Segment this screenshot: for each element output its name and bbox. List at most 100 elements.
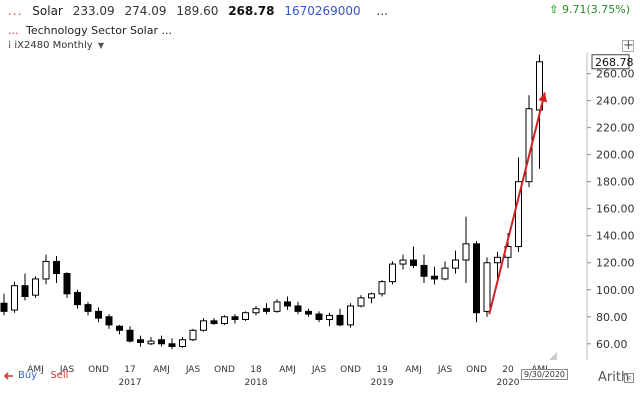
- candle: [420, 254, 428, 283]
- annotation-layer: [488, 92, 557, 360]
- month-label: AMJ: [405, 365, 422, 375]
- sector-line: ... Technology Sector Solar ...: [8, 24, 172, 37]
- candle: [515, 157, 522, 252]
- price-axis: 60.00 80.00 100.00 120.00 140.00 160.00 180.00…: [587, 54, 635, 351]
- candle-body-down: [74, 291, 81, 306]
- candle: [252, 305, 260, 316]
- candle-body-up: [11, 285, 18, 311]
- candle: [231, 314, 239, 324]
- sector-label[interactable]: Technology Sector Solar ...: [26, 24, 172, 37]
- chevron-down-icon[interactable]: ▼: [97, 41, 105, 50]
- candle: [32, 276, 39, 298]
- buy-button[interactable]: Buy: [18, 370, 38, 381]
- candle-body-down: [284, 301, 291, 307]
- cursor-date-label: 9/30/2020: [521, 369, 569, 380]
- year-label: 2020: [497, 378, 520, 388]
- candle: [63, 272, 71, 298]
- candle-body-down: [336, 314, 344, 326]
- candle-body-up: [441, 267, 449, 280]
- trade-buttons: Buy Sell: [4, 370, 68, 381]
- candle: [263, 303, 270, 315]
- candle-body-down: [431, 275, 438, 280]
- candle-body-up: [326, 314, 333, 320]
- year-short-label: 19: [376, 365, 388, 375]
- month-label: JAS: [437, 365, 453, 375]
- candle-body-up: [242, 312, 249, 320]
- price-tick-label: 120.00: [596, 257, 635, 270]
- candle: [525, 95, 533, 188]
- chart-background: [0, 52, 640, 401]
- candle-body-down: [0, 302, 8, 312]
- candle-body-down: [231, 316, 239, 320]
- candle: [21, 273, 29, 301]
- candle: [336, 308, 344, 327]
- sell-button[interactable]: Sell: [50, 370, 69, 381]
- chart-header: ... Solar 233.09 274.09 189.60 268.78 16…: [0, 0, 640, 52]
- candle: [137, 335, 144, 347]
- period-selector[interactable]: ⁞ iX2480 Monthly ▼: [8, 40, 104, 51]
- candle-body-down: [420, 264, 428, 277]
- candle-body-down: [126, 329, 134, 342]
- year-label: 2017: [119, 378, 142, 388]
- candle: [273, 299, 281, 313]
- candle-body-down: [53, 260, 60, 275]
- candle-body-down: [137, 339, 144, 343]
- candle: [53, 255, 60, 283]
- candle: [84, 301, 92, 316]
- candle: [378, 280, 386, 297]
- candle-body-down: [105, 316, 113, 326]
- candle-body-down: [116, 325, 123, 331]
- sector-menu-dots[interactable]: ...: [8, 24, 19, 37]
- add-panel-button[interactable]: +: [622, 38, 634, 53]
- candle-body-down: [95, 310, 102, 319]
- candle: [284, 296, 291, 311]
- year-short-label: 20: [502, 365, 514, 375]
- candle-body-down: [168, 343, 176, 347]
- candle-body-up: [147, 340, 155, 345]
- scroll-triangle-icon[interactable]: [549, 352, 557, 360]
- candle: [105, 314, 113, 329]
- candle: [305, 308, 312, 317]
- price-tick-label: 220.00: [596, 122, 635, 135]
- more-menu-dots[interactable]: ...: [376, 4, 388, 18]
- candle: [210, 318, 218, 325]
- candle: [431, 266, 438, 285]
- candle-body-up: [252, 308, 260, 314]
- scroll-left-button[interactable]: <: [624, 373, 634, 383]
- candle: [179, 337, 186, 348]
- month-label: OND: [88, 365, 109, 375]
- candle: [315, 311, 323, 323]
- candle: [221, 315, 228, 325]
- candle-body-up: [515, 181, 522, 248]
- change-value: 9.71: [561, 3, 587, 16]
- candle-body-up: [357, 297, 365, 307]
- reverse-arrow-icon[interactable]: [4, 371, 14, 381]
- scale-mode-button[interactable]: Arith: [598, 370, 630, 385]
- quote-line: ... Solar 233.09 274.09 189.60 268.78 16…: [8, 4, 394, 18]
- candle-body-down: [158, 339, 165, 345]
- price-tick-label: 60.00: [596, 338, 628, 351]
- candle: [116, 324, 123, 335]
- symbol-menu-dots[interactable]: ...: [8, 4, 23, 18]
- month-label: JAS: [185, 365, 201, 375]
- candle: [462, 216, 470, 283]
- price-tick-label: 80.00: [596, 311, 628, 324]
- candle: [11, 281, 18, 313]
- candle-body-down: [21, 285, 29, 298]
- price-tick-label: 240.00: [596, 95, 635, 108]
- period-label[interactable]: iX2480 Monthly: [14, 40, 93, 51]
- month-label: AMJ: [27, 365, 44, 375]
- candle: [473, 241, 480, 323]
- candle-body-down: [63, 273, 71, 295]
- month-label: AMJ: [279, 365, 296, 375]
- drag-handle-icon[interactable]: ⁞: [8, 40, 12, 51]
- candle-body-up: [483, 262, 491, 312]
- trend-arrow-line: [488, 92, 546, 315]
- candle: [294, 301, 302, 315]
- candle-body-up: [189, 329, 197, 341]
- month-label: AMJ: [153, 365, 170, 375]
- candle: [494, 251, 501, 282]
- candle: [368, 292, 375, 304]
- candle: [126, 326, 134, 343]
